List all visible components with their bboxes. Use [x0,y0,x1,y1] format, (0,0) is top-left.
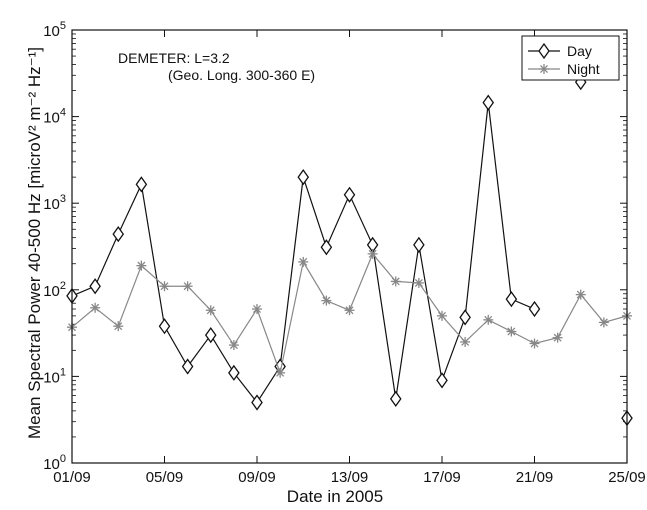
data-point-day [436,372,448,389]
data-point-day [505,291,518,308]
y-tick-labels: 100 101 102 103 104 105 [43,20,66,473]
data-point-night [298,256,309,267]
x-tick-label: 09/09 [238,469,276,486]
data-point-day [112,225,125,243]
data-point-night [390,276,401,287]
legend-label-day: Day [567,43,592,59]
data-point-night [159,281,170,292]
data-point-day [228,364,240,381]
data-point-day [528,300,541,318]
legend-label-night: Night [567,61,600,77]
data-point-night [483,314,494,325]
data-point-day [251,394,263,411]
legend-entry-day: Day [528,42,592,60]
data-point-night [529,338,540,349]
y-axis-label: Mean Spectral Power 40-500 Hz [microV² m… [25,47,44,439]
data-point-day [413,236,425,254]
y-tick-label: 101 [43,366,66,386]
data-point-night [437,310,447,321]
x-tick-label: 21/09 [516,469,554,486]
legend-diamond-icon [538,42,550,60]
x-tick-label: 25/09 [608,469,646,486]
x-tick-labels: 01/09 05/09 09/09 13/09 17/09 21/09 25/09 [53,469,646,486]
data-point-night [413,277,424,288]
y-tick-label: 100 [43,453,66,473]
data-point-day [181,358,194,375]
data-point-night [367,248,378,259]
legend-marker-night [539,64,549,74]
data-point-night [460,336,471,347]
data-point-day [135,176,148,193]
axis-ticks [71,29,628,464]
data-point-night [136,260,147,271]
data-point-day [204,326,217,344]
data-point-night [575,289,586,300]
series-night [67,248,632,378]
legend: Day Night [521,35,620,81]
y-tick-label: 102 [43,280,66,300]
data-point-night [598,317,609,328]
data-point-night [113,321,124,332]
data-point-day [89,278,101,295]
data-point-day [320,239,333,256]
data-point-day [343,186,356,203]
data-point-night [90,302,101,313]
legend-entry-night: Night [528,61,600,77]
series-day [66,74,633,427]
legend-box [521,35,620,81]
data-point-day [459,309,471,326]
annotation-longitude: (Geo. Long. 300-360 E) [168,67,315,83]
annotation-title: DEMETER: L=3.2 [118,50,230,66]
data-point-night [321,295,332,306]
plot-frame [71,29,628,464]
x-tick-label: 01/09 [53,469,91,486]
y-tick-label: 105 [43,20,66,40]
data-point-day [297,169,310,186]
data-point-night [182,281,193,292]
data-point-day [389,390,402,408]
data-point-night [552,332,563,343]
data-point-night [344,305,355,316]
x-tick-label: 05/09 [146,469,184,486]
y-tick-label: 103 [43,193,66,213]
data-point-night [228,340,239,351]
data-point-night [252,304,262,315]
x-axis-label: Date in 2005 [287,487,383,506]
data-point-night [205,305,216,316]
series-layer [66,74,633,427]
y-tick-label: 104 [43,107,66,127]
data-point-night [506,326,517,337]
legend-asterisk-icon [539,64,549,74]
x-tick-label: 17/09 [423,469,461,486]
data-point-night [275,367,286,378]
data-point-day [158,318,171,335]
data-point-day [482,94,495,111]
x-tick-label: 13/09 [331,469,369,486]
legend-marker-day [538,42,550,60]
